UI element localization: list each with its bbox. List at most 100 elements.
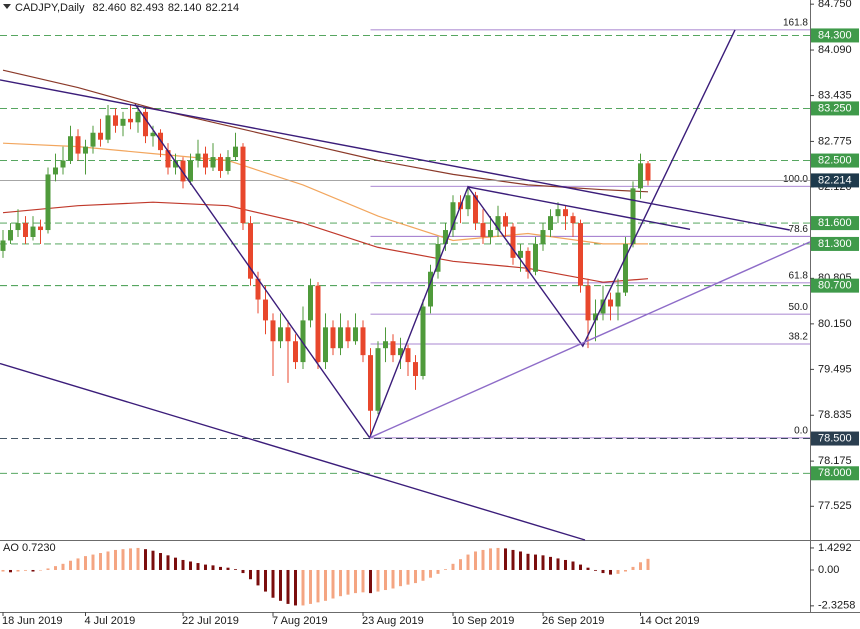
y-tick-label: 79.495 (818, 363, 852, 375)
candle-body (518, 250, 523, 258)
y-tick-label: 84.090 (818, 44, 852, 56)
y-tick-label: 1.4292 (818, 542, 852, 554)
candle-body (548, 216, 553, 231)
ao-bar (459, 559, 462, 570)
ao-bar (144, 549, 147, 570)
ao-bar (609, 569, 612, 575)
ao-bar (166, 555, 170, 570)
fib-label: 50.0 (789, 302, 809, 313)
chart-title: CADJPY,Daily 82.460 82.493 82.140 82.214 (15, 2, 239, 14)
fib-label: 38.2 (789, 332, 809, 343)
ao-bar (436, 569, 440, 574)
candle-body (413, 362, 418, 376)
ao-bar (301, 569, 305, 606)
fib-label: 61.8 (789, 270, 809, 281)
ao-bar (384, 569, 387, 591)
candle-body (570, 216, 576, 224)
ao-bar (46, 568, 50, 570)
candle-body (285, 327, 291, 342)
level-tag (811, 153, 859, 168)
ao-bar (204, 564, 207, 570)
candle-body (90, 132, 96, 147)
candle-body (8, 230, 13, 241)
fib-label: 0.0 (794, 425, 808, 436)
level-tag-label: 81.600 (818, 217, 852, 229)
ao-bar (211, 565, 215, 570)
candle-body (68, 136, 73, 161)
candle-body (638, 163, 643, 189)
candle-body (38, 226, 43, 231)
current-price-tag (811, 173, 859, 188)
y-tick-label: 78.835 (818, 409, 852, 421)
indicator-title: AO 0.7230 (3, 542, 56, 554)
ao-bar (226, 567, 230, 570)
ao-bar (346, 569, 350, 595)
candle-body (435, 243, 441, 272)
candle-body (443, 230, 448, 244)
level-tag-label: 83.250 (818, 102, 852, 114)
ao-bar (54, 566, 57, 570)
candle-body (203, 153, 208, 168)
ao-bar (9, 569, 12, 573)
y-tick-label: 77.525 (818, 500, 852, 512)
ao-bar (294, 569, 297, 606)
ao-bar (331, 569, 335, 599)
level-tag (811, 431, 859, 446)
ao-bar (136, 547, 140, 570)
candle-body (533, 243, 538, 272)
ao-bar (114, 549, 117, 570)
candle-body (555, 209, 561, 217)
level-tag (811, 28, 859, 43)
ao-bar (369, 569, 372, 594)
x-tick-label: 23 Aug 2019 (362, 615, 424, 627)
candle-body (150, 132, 156, 137)
candle-body (180, 160, 186, 182)
level-tag (811, 236, 859, 251)
y-tick-label: 84.750 (818, 0, 852, 10)
candle-body (510, 226, 516, 258)
symbol-timeframe: CADJPY,Daily (15, 2, 85, 14)
y-tick-label: 78.175 (818, 455, 852, 467)
ao-bar (106, 551, 110, 570)
level-tag (811, 216, 859, 231)
ao-bar (549, 556, 552, 570)
candle-body (368, 355, 373, 411)
candle-body (338, 327, 343, 349)
candle-body (53, 167, 58, 175)
ao-bar (601, 569, 605, 574)
candle-body (165, 150, 171, 168)
ao-bar (616, 569, 620, 574)
ao-bar (91, 554, 95, 570)
ao-bar (474, 551, 477, 570)
trendline (467, 186, 691, 230)
candle-body (488, 230, 493, 237)
candle-body (15, 223, 21, 231)
ao-bar (639, 562, 642, 570)
ao-bar (99, 553, 102, 570)
ao-bar (354, 569, 357, 594)
ao-bar (159, 553, 162, 570)
ao-bar (69, 560, 72, 570)
ao-bar (279, 569, 282, 601)
ao-bar (526, 553, 530, 570)
ao-bar (466, 554, 470, 570)
candle-body (248, 223, 253, 279)
candle-body (120, 118, 126, 126)
candle-body (188, 160, 193, 182)
level-tag (811, 466, 859, 481)
candle-body (113, 115, 118, 126)
level-tag-label: 78.500 (818, 432, 852, 444)
level-tag (811, 278, 859, 293)
fib-label: 78.6 (789, 224, 809, 235)
candle-body (143, 111, 148, 137)
y-tick-label: -2.3258 (818, 600, 855, 612)
ao-bar (519, 551, 522, 570)
ao-bar (1, 569, 5, 572)
ao-bar (376, 569, 380, 592)
x-tick-label: 18 Jun 2019 (2, 615, 63, 627)
candle-body (128, 118, 133, 123)
ao-bar (196, 563, 200, 570)
ao-bar (39, 569, 42, 571)
candle-body (30, 226, 36, 237)
